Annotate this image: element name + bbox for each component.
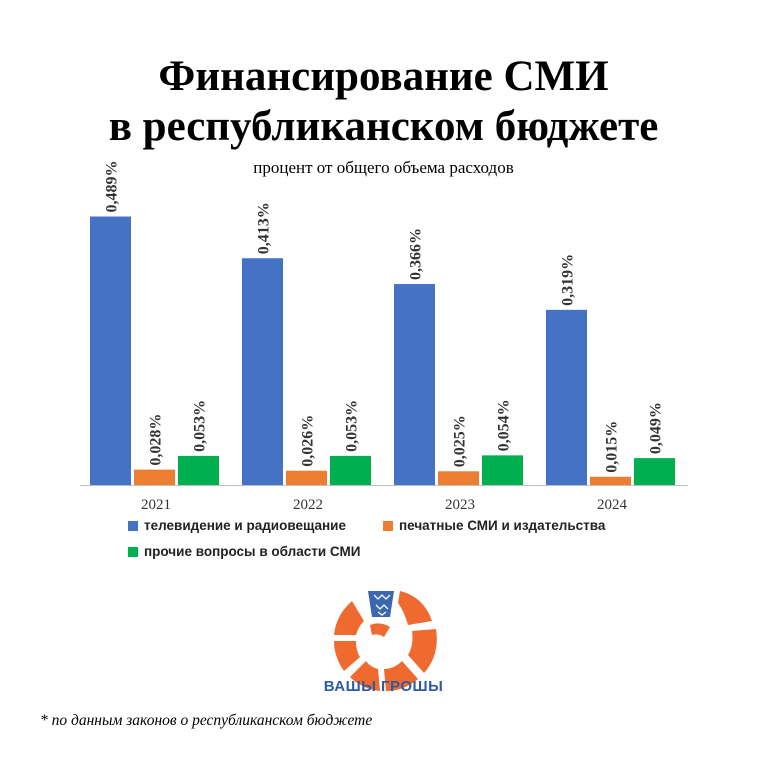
chart-title-line-2: в республиканском бюджете	[108, 103, 659, 150]
chart-subtitle: процент от общего объема расходов	[253, 158, 514, 177]
legend-swatch-print	[383, 520, 393, 531]
legend-label-tv: телевидение и радиовещание	[144, 518, 346, 533]
bar-2021-series-1	[134, 469, 175, 485]
data-label-2024-series-0: 0,319%	[560, 254, 577, 306]
legend-swatch-tv	[128, 520, 138, 531]
bar-2023-series-2	[482, 455, 523, 485]
data-label-2023-series-0: 0,366%	[408, 228, 425, 280]
data-label-2022-series-2: 0,053%	[344, 400, 361, 452]
chart-title: Финансирование СМИ в республиканском бюд…	[0, 52, 767, 152]
bar-2021-series-0	[90, 216, 131, 485]
vashy-groshy-logo	[334, 591, 437, 691]
legend-label-print: печатные СМИ и издательства	[399, 518, 606, 533]
chart-title-line-1: Финансирование СМИ	[158, 53, 609, 100]
legend-item-tv: телевидение и радиовещание	[128, 518, 346, 533]
data-label-2021-series-0: 0,489%	[104, 160, 121, 212]
bar-2023-series-0	[394, 284, 435, 485]
legend-label-other: прочие вопросы в области СМИ	[144, 544, 361, 559]
data-label-2024-series-2: 0,049%	[648, 402, 665, 454]
bar-2021-series-2	[178, 455, 219, 485]
x-tick-label-2024: 2024	[597, 497, 628, 513]
x-tick-label-2022: 2022	[293, 497, 323, 513]
bar-2023-series-1	[438, 471, 479, 485]
x-tick-label-2021: 2021	[141, 497, 171, 513]
data-label-2021-series-1: 0,028%	[148, 414, 165, 466]
bar-2022-series-1	[286, 470, 327, 485]
bar-2022-series-2	[330, 455, 371, 485]
data-label-2023-series-1: 0,025%	[452, 415, 469, 467]
bar-2024-series-2	[634, 458, 675, 485]
legend-item-other: прочие вопросы в области СМИ	[128, 544, 360, 559]
logo-mark-icon	[334, 591, 437, 691]
bar-2022-series-0	[242, 258, 283, 485]
data-label-2023-series-2: 0,054%	[496, 399, 513, 451]
data-label-2022-series-1: 0,026%	[300, 415, 317, 467]
bar-2024-series-0	[546, 309, 587, 485]
data-label-2024-series-1: 0,015%	[604, 421, 621, 473]
x-tick-label-2023: 2023	[445, 497, 475, 513]
footnote: * по данным законов о республиканском бю…	[40, 712, 373, 729]
logo-text: ВАШЫ ГРОШЫ	[323, 678, 444, 695]
legend-item-print: печатные СМИ и издательства	[383, 518, 605, 533]
data-label-2022-series-0: 0,413%	[256, 202, 273, 254]
data-label-2021-series-2: 0,053%	[192, 400, 209, 452]
bar-2024-series-1	[590, 476, 631, 485]
legend-swatch-other	[128, 546, 138, 557]
